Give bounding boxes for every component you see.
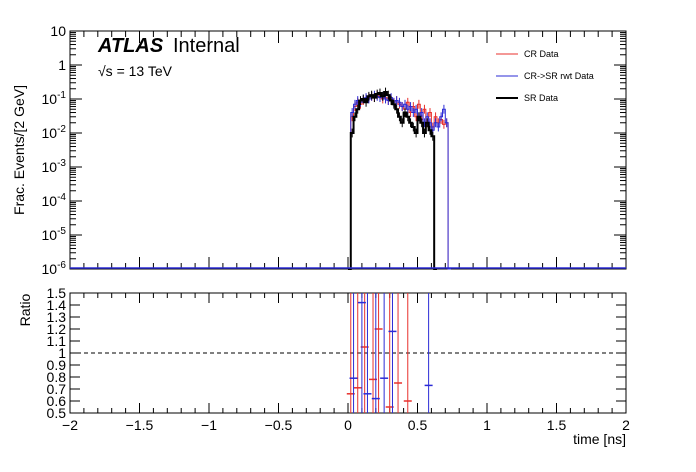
ratio-ytick-label: 1.4 [47,297,67,313]
ratio-ytick-label: 0.8 [47,369,67,385]
ratio-xtick-label: −0.5 [265,417,293,433]
ratio-xtick-label: −1.5 [126,417,154,433]
main-ytick-label: 10-4 [42,192,67,209]
ratio-panel: 0.50.60.70.80.911.11.21.31.41.5−2 −1.5 −1−… [17,285,630,447]
ratio-ytick-label: 1 [58,345,66,361]
main-ytick-label: 10-3 [42,158,67,175]
ratio-xtick-label: −2 [62,417,78,433]
main-ytick-label: 1 [58,57,66,73]
main-ytick-exponent: -5 [57,226,66,237]
main-ytick-exponent: -2 [57,124,66,135]
ratio-ytick-label: 1.1 [47,333,67,349]
ratio-ytick-label: 1.3 [47,309,67,325]
ratio-ytick-label: 0.5 [47,405,67,421]
sr-data-line [348,91,437,270]
ratio-xlabel: time [ns] [573,431,626,447]
ratio-ytick-label: 0.6 [47,393,67,409]
legend-label: CR Data [524,49,559,59]
main-ytick-label: 10 [50,23,66,39]
main-ytick-label: 10-5 [42,226,67,243]
main-ytick-label: 10-2 [42,124,67,141]
cr-sr-rwt-data-line [348,94,451,270]
main-ylabel: Frac. Events/[2 GeV] [11,85,27,215]
legend-label: CR->SR rwt Data [524,71,594,81]
ratio-xtick-label: 1.5 [547,417,567,433]
ratio-ylabel: Ratio [17,293,33,326]
ratio-ytick-label: 1.5 [47,285,67,301]
legend-label: SR Data [524,93,558,103]
ratio-ytick-label: 0.7 [47,381,67,397]
ratio-xtick-label: 0.5 [408,417,428,433]
energy-label: √s = 13 TeV [98,63,173,79]
ratio-xtick-label: 2 [622,417,630,433]
atlas-sub-label: Internal [173,35,240,57]
ratio-xtick-label: 0 [344,417,352,433]
ratio-ytick-label: 0.9 [47,357,67,373]
main-ytick-exponent: -6 [57,260,66,271]
ratio-ytick-label: 1.2 [47,321,67,337]
atlas-label: ATLAS [97,35,164,57]
main-ytick-exponent: -1 [57,90,66,101]
main-ytick-exponent: -4 [57,192,66,203]
main-panel: 10-6 10-5 10-4 10-3 10-2 10-1 1 10 Frac. Events/… [11,23,627,277]
main-ytick-label: 10-1 [42,90,67,107]
ratio-xtick-label: −1 [201,417,217,433]
main-ytick-exponent: -3 [57,158,66,169]
main-ytick-label: 10-6 [42,260,67,277]
ratio-xtick-label: 1 [483,417,491,433]
